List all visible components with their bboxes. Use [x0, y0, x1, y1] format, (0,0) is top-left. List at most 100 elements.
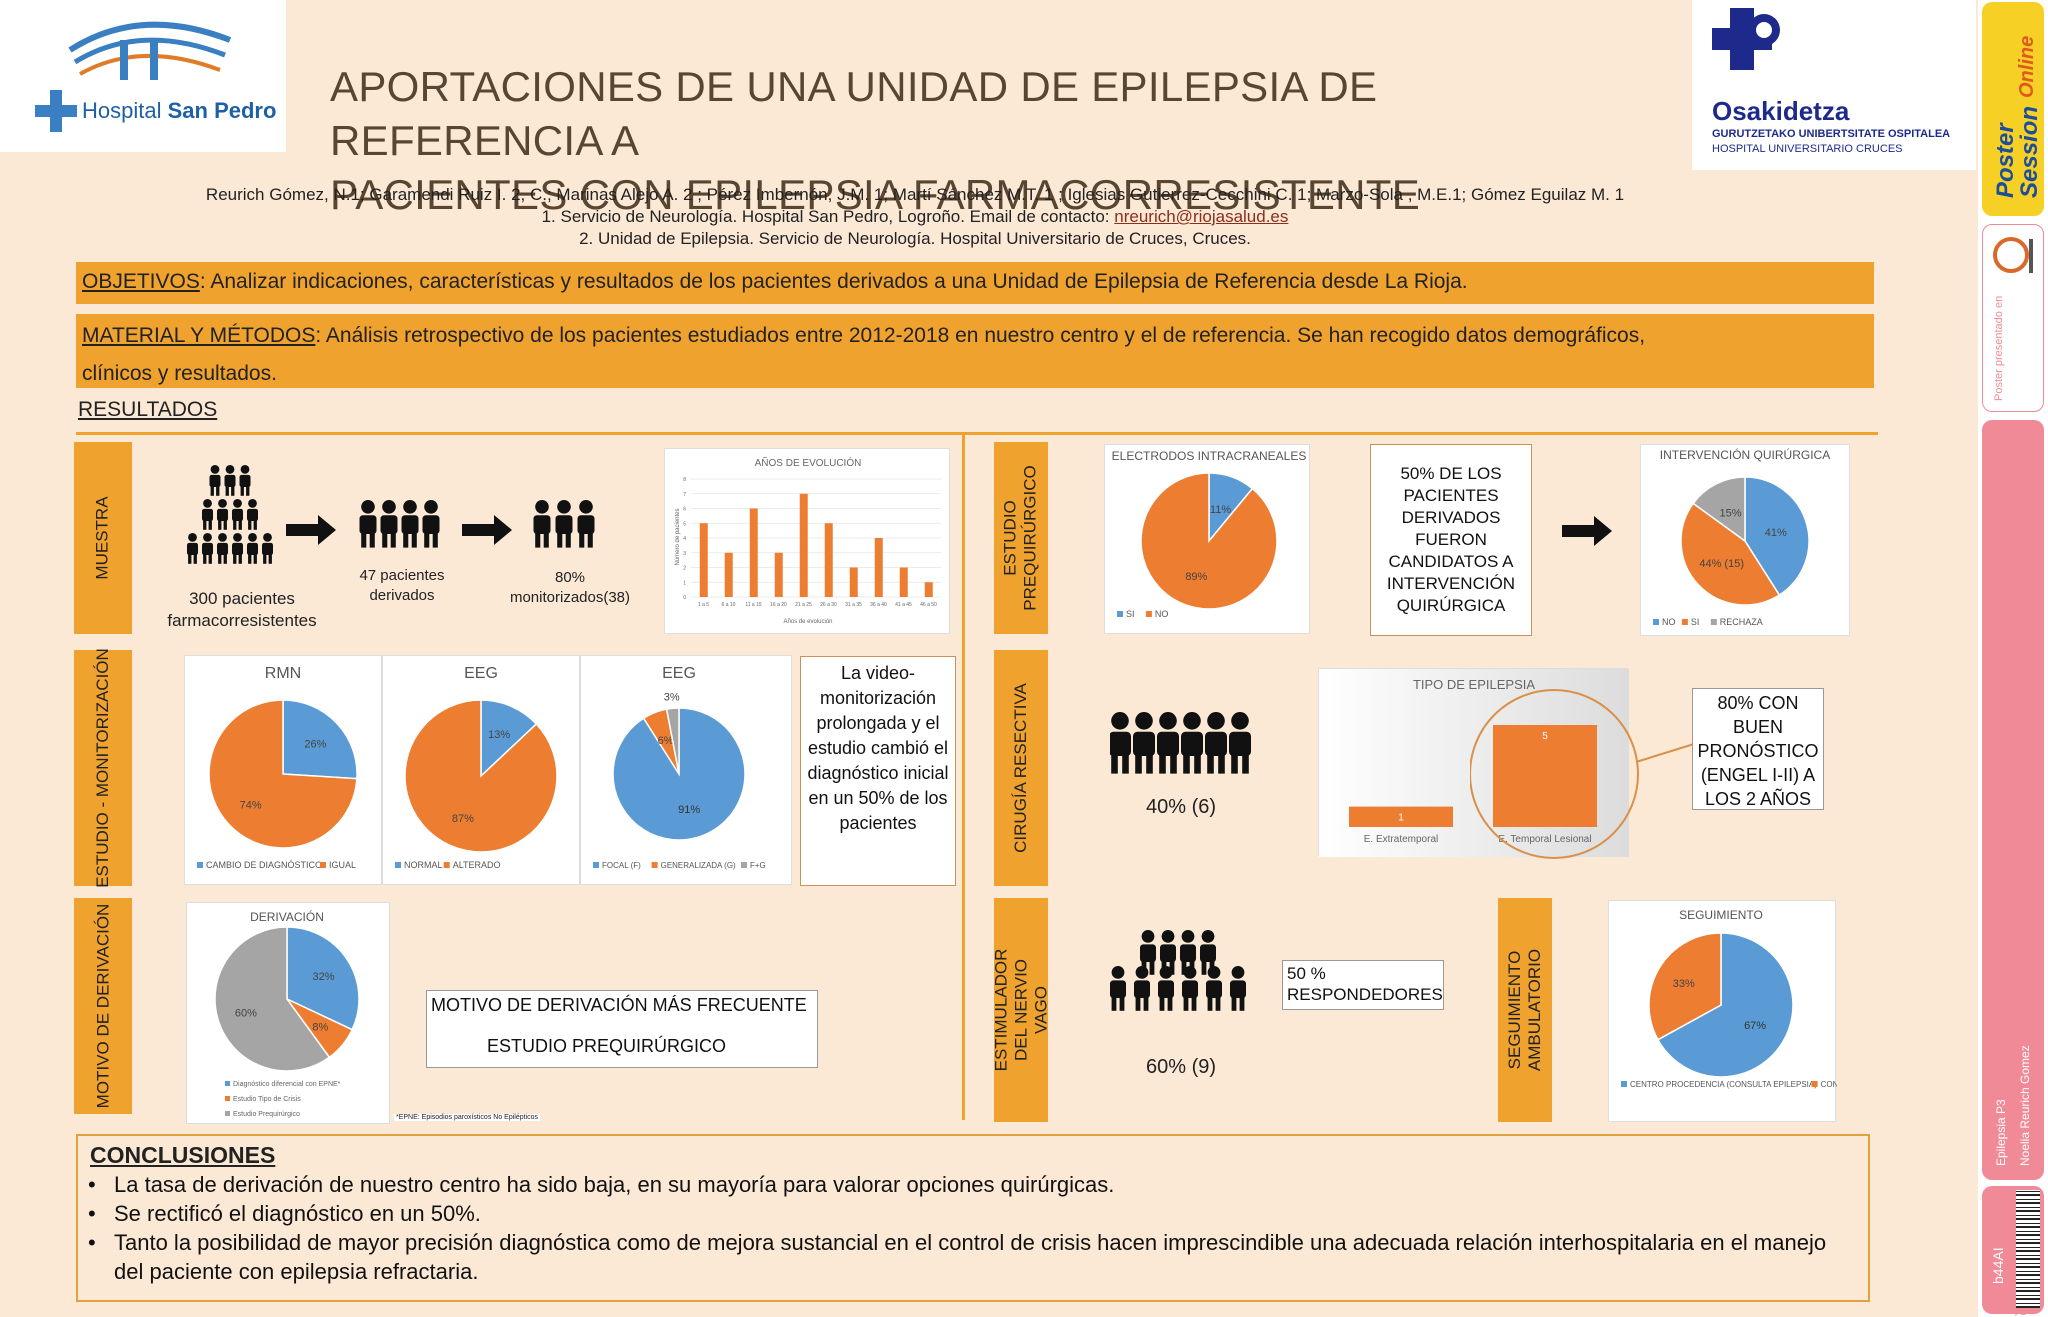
pie-slice	[1648, 932, 1722, 1041]
section-seguimiento: SEGUIMIENTO AMBULATORIO	[1498, 898, 1552, 1122]
chart-eeg-1: EEG 13% 87% NORMAL ALTERADO	[382, 655, 580, 885]
people-group-300-icon	[180, 465, 280, 580]
chart-title: DERIVACIÓN	[250, 909, 324, 924]
people-group-80-icon	[532, 500, 598, 561]
legend-swatch	[1117, 611, 1123, 617]
poster-session-strip: Poster Session Online Poster presentado …	[1978, 0, 2048, 1317]
legend-label: F+G	[750, 861, 766, 870]
chart-intervencion: INTERVENCIÓN QUIRÚRGICA 41% 44% (15) 15% NO S…	[1640, 444, 1850, 636]
chart-title: AÑOS DE EVOLUCIÓN	[755, 456, 862, 469]
conclusion-item: Se rectificó el diagnóstico en un 50%.	[86, 1199, 1860, 1228]
bar	[724, 552, 733, 597]
legend-swatch	[1653, 619, 1659, 625]
bar	[874, 538, 883, 597]
bar	[799, 493, 808, 597]
pronostico-box: 80% CON BUEN PRONÓSTICO (ENGEL I-II) A L…	[1692, 688, 1824, 810]
osakidetza-symbol-icon	[1712, 8, 1780, 70]
legend-label: SI	[1126, 609, 1135, 619]
legend-swatch	[1811, 1081, 1818, 1087]
hospital-logo-text: Hospital	[82, 98, 162, 123]
tick-label: E. Extratemporal	[1364, 834, 1438, 845]
tick-label: 16 a 20	[770, 602, 787, 608]
legend-label: SI	[1691, 617, 1700, 627]
legend-swatch	[1710, 619, 1717, 625]
chart-electrodos: ELECTRODOS INTRACRANEALES 11% 89% SI NO	[1104, 444, 1310, 634]
resultados-divider	[76, 432, 1878, 435]
conclusion-item: La tasa de derivación de nuestro centro …	[86, 1170, 1860, 1199]
chart-title: INTERVENCIÓN QUIRÚRGICA	[1660, 447, 1830, 462]
arrow-right-icon	[286, 515, 336, 545]
person-icon	[422, 500, 440, 548]
chart-legend: NORMAL ALTERADO	[395, 860, 501, 870]
person-icon	[1206, 966, 1222, 1011]
conclusions-title: CONCLUSIONES	[90, 1142, 276, 1168]
pie-slice	[1680, 502, 1781, 606]
pie-slice	[214, 926, 331, 1072]
person-icon	[1133, 712, 1155, 774]
chart-title: EEG	[464, 665, 498, 682]
legend-swatch	[443, 862, 450, 868]
person-icon	[202, 499, 213, 530]
person-icon	[232, 499, 243, 530]
tick-label: 26 a 30	[820, 602, 837, 608]
section-estudio-prequirurgico: ESTUDIO PREQUIRÚRGICO	[994, 442, 1048, 634]
poster-session-brand[interactable]: Poster Session Online	[1982, 2, 2044, 216]
person-icon	[1158, 966, 1174, 1011]
people-group-47-icon	[358, 500, 444, 561]
conclusions-box: CONCLUSIONES La tasa de derivación de nu…	[76, 1134, 1870, 1302]
metodos-text-2: clínicos y resultados.	[82, 362, 277, 385]
chart-legend: CENTRO PROCEDENCIA (CONSULTA EPILEPSIA) C…	[1621, 1080, 1865, 1089]
pie-slice	[1692, 476, 1746, 543]
data-label: 13%	[488, 729, 510, 741]
bar	[749, 508, 758, 597]
metodos-band: MATERIAL Y MÉTODOS: Análisis retrospecti…	[76, 314, 1874, 388]
section-estimulador: ESTIMULADOR DEL NERVIO VAGO	[991, 898, 1050, 1122]
chart-legend: SI NO	[1117, 609, 1168, 619]
data-label: 87%	[452, 813, 474, 825]
legend-swatch	[225, 1111, 230, 1116]
data-label: 33%	[1673, 978, 1695, 990]
metodos-label: MATERIAL Y MÉTODOS	[82, 324, 316, 347]
person-icon	[217, 533, 228, 564]
bar	[824, 523, 833, 597]
chart-seguimiento: SEGUIMIENTO 67% 33% CENTRO PROCEDENCIA (CON…	[1608, 900, 1865, 1122]
pie-slice	[286, 926, 360, 1031]
chart-rmn: RMN 26% 74% CAMBIO DE DIAGNÓSTICO IGUAL	[184, 655, 382, 885]
person-icon	[533, 500, 551, 548]
contact-email-link[interactable]: nreurich@riojasalud.es	[1114, 207, 1289, 226]
data-label: 6%	[658, 735, 674, 747]
tick-label: 11 a 15	[745, 602, 762, 608]
osakidetza-sub-1: GURUTZETAKO UNIBERTSITATE OSPITALEA	[1712, 128, 1951, 140]
metodos-text: : Análisis retrospectivo de los paciente…	[315, 324, 1646, 347]
data-label: 8%	[312, 1022, 328, 1034]
pie-slice	[1140, 472, 1278, 610]
person-icon	[1157, 712, 1179, 774]
chart-eeg-2: EEG 91% 6% 3% FOCAL (F) GENERALIZADA (G) F+G	[580, 655, 792, 885]
title-line-1: APORTACIONES DE UNA UNIDAD DE EPILEPSIA …	[330, 63, 1378, 164]
session-info: Epilepsia P3 Noelia Reurich Gomez	[1982, 420, 2044, 1180]
data-label: 5	[1542, 731, 1548, 742]
data-label: 32%	[312, 971, 334, 983]
chart-derivacion: DERIVACIÓN 32% 8% 60% Diagnóstico diferencia…	[186, 902, 390, 1124]
affiliation-2: 2. Unidad de Epilepsia. Servicio de Neur…	[579, 229, 1251, 248]
hospital-san-pedro-logo: Hospital San Pedro	[0, 0, 286, 152]
legend-swatch	[593, 862, 599, 868]
pie-slice	[208, 699, 358, 849]
legend-label: FOCAL (F)	[602, 861, 641, 870]
section-estudio-monitorizacion: ESTUDIO - MONITORIZACIÓN	[74, 648, 132, 888]
bar	[1493, 725, 1597, 827]
poster-code: b44AI	[1982, 1186, 2044, 1314]
chart-title: EEG	[662, 665, 696, 682]
pie-slice	[480, 699, 538, 778]
legend-label: GENERALIZADA (G)	[661, 861, 736, 870]
chart-title: SEGUIMIENTO	[1679, 908, 1763, 922]
authors-block: Reurich Gómez, N.1; Garamendi Ruiz I. 2,…	[150, 184, 1680, 250]
data-label: 41%	[1765, 527, 1787, 539]
bar	[699, 523, 708, 597]
legend-label: Diagnóstico diferencial con EPNE*	[233, 1081, 341, 1088]
hospital-logo-name: San Pedro	[167, 98, 277, 123]
person-icon	[247, 499, 258, 530]
legend-label: IGUAL	[329, 860, 356, 870]
tick-label: 46 a 50	[920, 602, 937, 608]
osakidetza-logo: Osakidetza GURUTZETAKO UNIBERTSITATE OSP…	[1692, 0, 1976, 170]
